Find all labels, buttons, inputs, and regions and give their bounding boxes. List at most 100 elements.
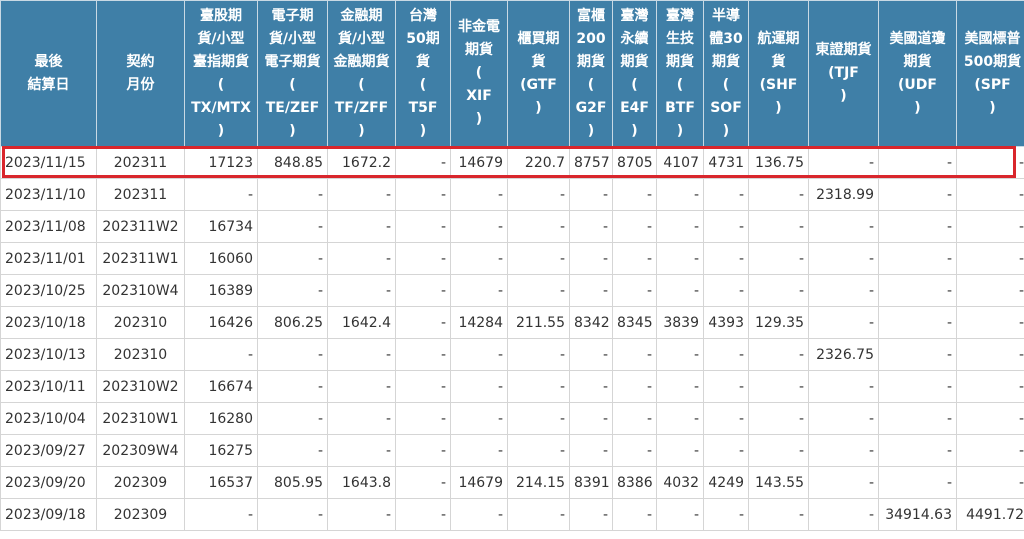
settlement-price-cell: 16275 <box>184 434 258 467</box>
settlement-price-cell: - <box>656 370 704 403</box>
settlement-price-cell: - <box>956 402 1024 435</box>
settlement-price-cell: - <box>450 338 508 371</box>
settlement-date-cell: 2023/10/25 <box>0 274 97 307</box>
settlement-price-cell: - <box>450 498 508 531</box>
settlement-price-cell: - <box>703 338 749 371</box>
settlement-price-cell: - <box>257 498 328 531</box>
settlement-price-cell: - <box>327 338 396 371</box>
spf-header: 美國標普 500期貨 (SPF ) <box>956 0 1024 147</box>
gtf-header: 櫃買期 貨 (GTF ) <box>507 0 570 147</box>
settlement-price-cell: - <box>612 274 657 307</box>
settlement-price-cell: - <box>956 370 1024 403</box>
settlement-price-cell: - <box>569 178 613 211</box>
sof-header: 半導 體30 期貨 ( SOF ) <box>703 0 749 147</box>
settlement-price-cell: 1672.2 <box>327 146 396 179</box>
settlement-price-cell: - <box>656 242 704 275</box>
settlement-price-cell: - <box>184 178 258 211</box>
settlement-price-cell: - <box>748 178 809 211</box>
settlement-price-cell: - <box>956 338 1024 371</box>
settlement-price-cell: - <box>507 434 570 467</box>
settlement-price-cell: - <box>450 178 508 211</box>
settlement-price-cell: 4032 <box>656 466 704 499</box>
settlement-price-cell: - <box>257 210 328 243</box>
settlement-price-cell: - <box>569 370 613 403</box>
settlement-price-cell: - <box>327 402 396 435</box>
settlement-date-cell: 2023/10/11 <box>0 370 97 403</box>
settlement-price-cell: - <box>703 242 749 275</box>
settlement-price-cell: - <box>878 242 957 275</box>
settlement-date-cell: 2023/10/13 <box>0 338 97 371</box>
settlement-price-cell: 806.25 <box>257 306 328 339</box>
contract-month-cell: 202309W4 <box>96 434 185 467</box>
settlement-price-cell: 16280 <box>184 402 258 435</box>
settlement-price-cell: - <box>748 242 809 275</box>
settlement-price-cell: - <box>327 210 396 243</box>
settlement-price-cell: - <box>507 242 570 275</box>
settlement-price-cell: - <box>703 178 749 211</box>
settlement-price-cell: - <box>395 210 451 243</box>
shf-header: 航運期 貨 (SHF ) <box>748 0 809 147</box>
tx-mtx-header: 臺股期 貨/小型 臺指期貨 ( TX/MTX ) <box>184 0 258 147</box>
settlement-price-cell: - <box>257 178 328 211</box>
settlement-date-cell: 2023/09/18 <box>0 498 97 531</box>
settlement-price-cell: - <box>327 370 396 403</box>
header-row: 最後 結算日 契約 月份 臺股期 貨/小型 臺指期貨 ( TX/MTX ) 電子期 貨… <box>0 0 1024 147</box>
settlement-price-cell: - <box>808 370 879 403</box>
settlement-price-cell: - <box>395 306 451 339</box>
settlement-price-cell: - <box>656 210 704 243</box>
settlement-price-cell: - <box>808 466 879 499</box>
settlement-price-cell: - <box>327 498 396 531</box>
settlement-price-cell: - <box>956 178 1024 211</box>
contract-month-cell: 202311W1 <box>96 242 185 275</box>
settlement-price-cell: - <box>878 434 957 467</box>
settlement-price-cell: - <box>878 146 957 179</box>
settlement-price-cell: 14679 <box>450 146 508 179</box>
table-row: 2023/10/04 202310W1 16280- - - - - - - - - - - - - <box>0 402 1024 435</box>
settlement-price-cell: 14284 <box>450 306 508 339</box>
settlement-price-cell: - <box>956 146 1024 179</box>
settlement-price-cell: 848.85 <box>257 146 328 179</box>
settlement-price-cell: - <box>612 434 657 467</box>
settlement-price-cell: - <box>450 274 508 307</box>
settlement-price-cell: - <box>507 498 570 531</box>
settlement-price-cell: - <box>450 434 508 467</box>
settlement-price-cell: 220.7 <box>507 146 570 179</box>
settlement-price-cell: - <box>808 274 879 307</box>
settlement-price-cell: - <box>257 370 328 403</box>
settlement-price-cell: - <box>656 274 704 307</box>
settlement-price-cell: - <box>184 498 258 531</box>
settlement-price-cell: - <box>878 178 957 211</box>
settlement-price-cell: 17123 <box>184 146 258 179</box>
settlement-price-cell: 16426 <box>184 306 258 339</box>
settlement-price-cell: - <box>507 178 570 211</box>
contract-month-cell: 202311W2 <box>96 210 185 243</box>
settlement-price-cell: - <box>878 306 957 339</box>
table-row: 2023/10/25 202310W4 16389- - - - - - - - - - - - - <box>0 274 1024 307</box>
table-row: 2023/11/08 202311W2 16734- - - - - - - - - - - - - <box>0 210 1024 243</box>
settlement-price-cell: - <box>808 402 879 435</box>
settlement-price-cell: 16060 <box>184 242 258 275</box>
settlement-price-cell: 3839 <box>656 306 704 339</box>
settlement-price-cell: - <box>327 434 396 467</box>
settlement-date-cell: 2023/10/18 <box>0 306 97 339</box>
table-row: 2023/11/10 202311- - - - - - - - - - -2318.99- - <box>0 178 1024 211</box>
settlement-price-cell: 1642.4 <box>327 306 396 339</box>
contract-month-cell: 202310W4 <box>96 274 185 307</box>
settlement-price-cell: 4393 <box>703 306 749 339</box>
settlement-price-cell: 214.15 <box>507 466 570 499</box>
settlement-price-cell: - <box>450 210 508 243</box>
settlement-price-cell: - <box>327 274 396 307</box>
settlement-price-cell: 34914.63 <box>878 498 957 531</box>
contract-month-cell: 202311 <box>96 178 185 211</box>
settlement-price-cell: - <box>703 210 749 243</box>
settlement-date-cell: 2023/11/10 <box>0 178 97 211</box>
e4f-header: 臺灣 永續 期貨 ( E4F ) <box>612 0 657 147</box>
settlement-price-cell: - <box>395 498 451 531</box>
settlement-price-cell: - <box>703 402 749 435</box>
table-row: 2023/10/13 202310- - - - - - - - - - -2326.75- - <box>0 338 1024 371</box>
settlement-price-cell: - <box>956 466 1024 499</box>
settlement-price-cell: - <box>612 498 657 531</box>
table-row: 2023/10/18 202310 16426 806.25 1642.4-14284 2… <box>0 306 1024 339</box>
settlement-price-cell: - <box>569 242 613 275</box>
